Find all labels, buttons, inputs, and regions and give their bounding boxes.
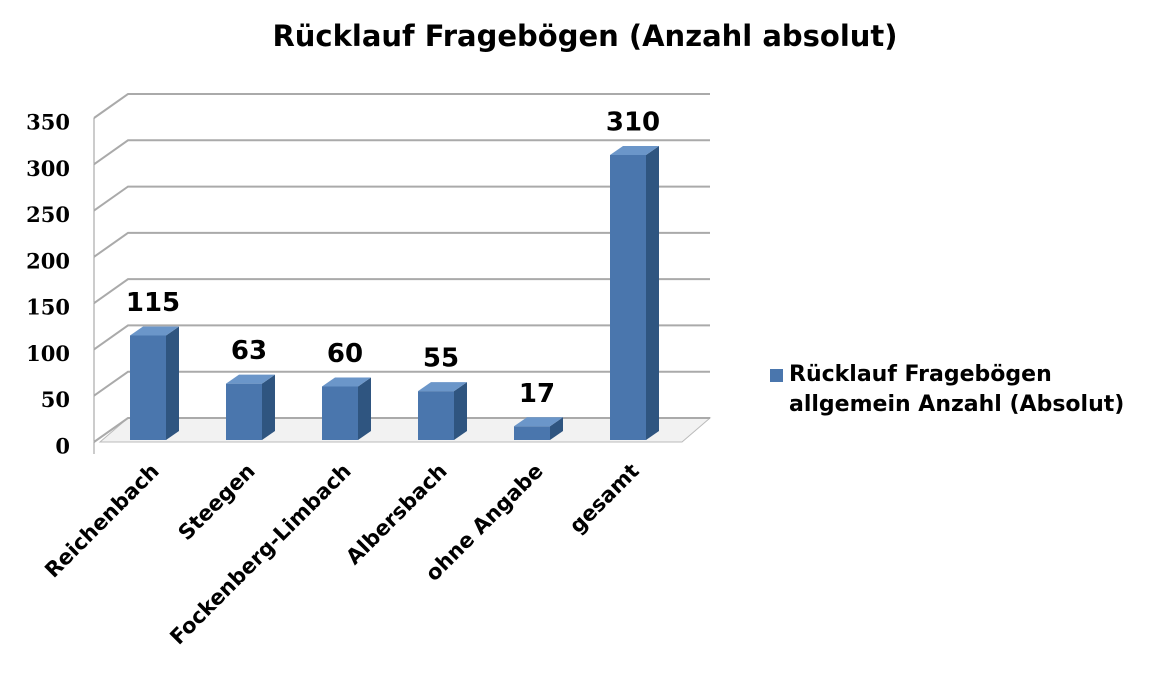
bar-face (358, 377, 371, 440)
bar-face (610, 146, 659, 156)
legend-label: Rücklauf Fragebögen allgemein Anzahl (Ab… (789, 362, 1125, 417)
x-tick-label: gesamt (565, 459, 644, 538)
bar-face (418, 382, 467, 392)
value-label: 63 (231, 336, 267, 366)
grid-line (93, 417, 710, 443)
bar-face (166, 326, 179, 440)
grid-line (93, 278, 710, 304)
grid-line (93, 370, 710, 397)
bar-face (610, 155, 646, 440)
y-tick-label: 150 (26, 295, 70, 320)
x-tick-label: Fockenberg-Limbach (165, 459, 356, 650)
grid-line (93, 139, 710, 166)
y-tick-label: 100 (26, 341, 70, 366)
bar-face (226, 383, 262, 440)
y-tick-label: 50 (41, 387, 70, 412)
bar (610, 146, 659, 440)
bar (514, 417, 563, 440)
x-tick-label: Reichenbach (40, 459, 164, 583)
value-label: 17 (519, 379, 555, 409)
y-tick-label: 250 (26, 202, 70, 227)
bar-face (262, 374, 275, 440)
bar-face (130, 326, 179, 336)
bar-face (514, 426, 550, 440)
legend: Rücklauf Fragebögen allgemein Anzahl (Ab… (770, 360, 1150, 420)
chart-title: Rücklauf Fragebögen (Anzahl absolut) (272, 19, 897, 53)
grid-line (93, 231, 710, 258)
bar-face (130, 335, 166, 440)
bar (226, 374, 275, 440)
y-tick-label: 0 (55, 434, 70, 459)
grid-line (93, 93, 710, 119)
bar-face (322, 386, 358, 440)
bar-face (322, 377, 371, 387)
bar-face (226, 374, 275, 384)
x-tick-label: Steegen (174, 459, 260, 545)
bar-face (550, 417, 563, 440)
value-label: 55 (423, 344, 459, 374)
y-tick-label: 300 (26, 156, 70, 181)
grid-line (93, 324, 710, 351)
value-label: 60 (327, 339, 363, 369)
value-label: 115 (126, 288, 180, 318)
grid-line (93, 185, 710, 212)
value-label: 310 (606, 108, 660, 138)
bar-face (514, 417, 563, 427)
bar-face (646, 146, 659, 440)
bar-face (454, 382, 467, 440)
x-tick-label: Albersbach (341, 459, 451, 569)
bar (418, 382, 467, 440)
bar-face (418, 391, 454, 440)
y-tick-label: 200 (26, 248, 70, 273)
bar (322, 377, 371, 440)
y-tick-label: 350 (26, 110, 70, 135)
legend-swatch (770, 369, 783, 382)
bar (130, 326, 179, 440)
